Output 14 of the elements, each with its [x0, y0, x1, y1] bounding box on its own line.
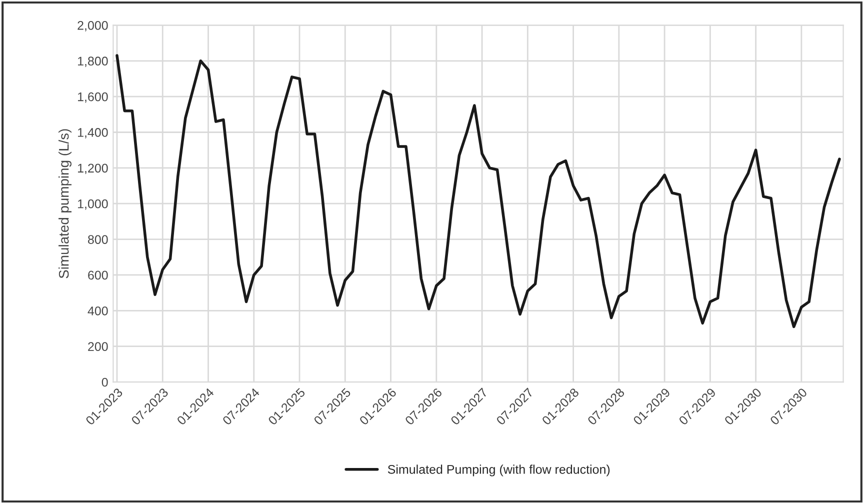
legend-label: Simulated Pumping (with flow reduction)	[388, 464, 610, 476]
y-tick-label: 200	[88, 342, 108, 351]
y-tick-label: 1,000	[78, 199, 108, 210]
y-tick-label: 1,200	[78, 164, 108, 174]
y-axis-title: Simulated pumping (L/s)	[58, 129, 72, 278]
y-tick-label: 1,600	[78, 92, 108, 103]
line-series	[116, 54, 841, 328]
y-tick-label: 2,000	[78, 21, 108, 32]
y-tick-label: 800	[88, 235, 108, 244]
y-tick-label: 0	[102, 378, 108, 387]
y-tick-label: 600	[88, 270, 108, 280]
y-tick-label: 400	[88, 306, 108, 316]
y-tick-label: 1,800	[78, 56, 108, 68]
y-tick-label: 1,400	[78, 128, 108, 138]
